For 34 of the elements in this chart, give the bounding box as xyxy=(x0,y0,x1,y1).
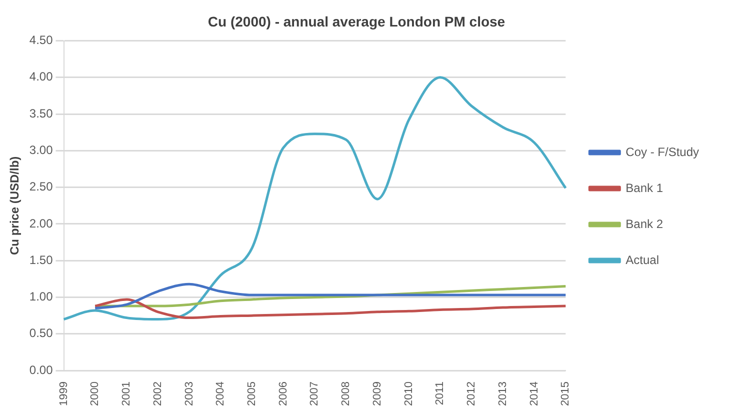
x-tick-label: 2001 xyxy=(120,382,133,406)
y-tick-label: 1.00 xyxy=(29,290,54,304)
x-tick-label: 2003 xyxy=(183,382,196,406)
y-tick-label: 3.50 xyxy=(29,106,54,120)
y-tick-label: 1.50 xyxy=(29,252,54,267)
x-tick-label: 2006 xyxy=(277,382,290,406)
x-tick-label: 2011 xyxy=(434,382,446,406)
y-tick-label: 0.00 xyxy=(29,362,54,377)
y-tick-label: 2.00 xyxy=(29,216,54,230)
x-tick-label: 2014 xyxy=(528,382,540,406)
y-tick-label: 0.50 xyxy=(29,326,54,340)
legend-label: Actual xyxy=(626,252,660,267)
x-tick-label: 2002 xyxy=(152,382,164,406)
x-tick-label: 2000 xyxy=(89,382,102,406)
y-tick-label: 4.50 xyxy=(29,33,54,48)
x-tick-label: 2009 xyxy=(371,382,384,406)
legend-label: Bank 1 xyxy=(626,180,664,195)
x-tick-label: 2012 xyxy=(466,382,478,406)
y-tick-label: 2.50 xyxy=(29,180,54,194)
x-tick-label: 2008 xyxy=(340,382,352,406)
x-tick-label: 1999 xyxy=(58,382,70,406)
x-tick-label: 2004 xyxy=(214,382,227,406)
x-tick-label: 2013 xyxy=(496,382,509,406)
chart-title: Cu (2000) - annual average London PM close xyxy=(208,13,506,30)
legend-label: Coy - F/Study xyxy=(626,144,700,159)
x-tick-label: 2015 xyxy=(560,382,572,406)
y-tick-label: 3.00 xyxy=(29,143,54,158)
x-tick-label: 2007 xyxy=(308,382,321,406)
x-tick-label: 2010 xyxy=(402,382,415,406)
line-series xyxy=(94,298,567,320)
x-tick-label: 2005 xyxy=(246,382,258,406)
legend-label: Bank 2 xyxy=(626,216,664,231)
y-axis-title: Cu price (USD/lb) xyxy=(8,156,22,255)
y-tick-label: 4.00 xyxy=(29,70,54,84)
